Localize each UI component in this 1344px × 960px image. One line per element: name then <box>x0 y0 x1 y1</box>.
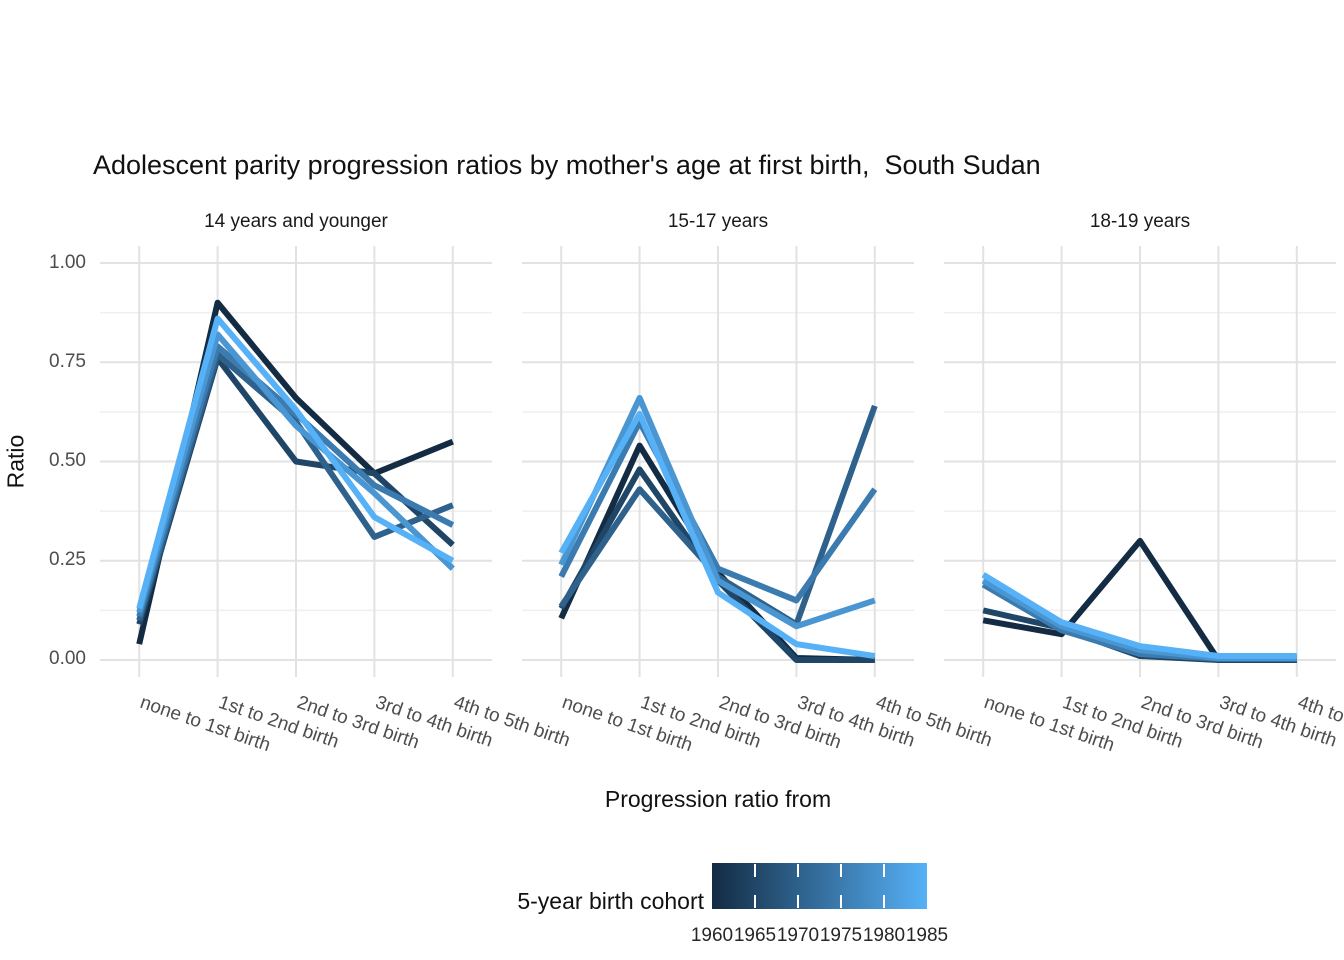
y-tick-label-100: 1.00 <box>49 252 86 273</box>
facet-label-18-19: 18-19 years <box>1089 211 1191 232</box>
legend-year-label: 1975 <box>820 925 862 946</box>
legend-year-label: 1980 <box>863 925 905 946</box>
series-line-1980 <box>136 331 455 614</box>
series-line-1985 <box>981 572 1297 660</box>
y-tick-label-025: 0.25 <box>49 549 86 570</box>
legend-year-label: 1965 <box>734 925 776 946</box>
series-line-1980 <box>558 394 876 630</box>
series-line-1985 <box>136 315 455 610</box>
series-line-1985 <box>558 410 876 659</box>
legend-title: 5-year birth cohort <box>517 888 704 914</box>
y-tick-label-050: 0.50 <box>49 450 86 471</box>
series-line-1975 <box>558 418 878 604</box>
chart-title: Adolescent parity progression ratios by … <box>93 150 1041 180</box>
facet-label-15-17: 15-17 years <box>667 211 769 232</box>
x-axis-title: Progression ratio from <box>604 786 832 812</box>
y-axis-title: Ratio <box>2 434 29 489</box>
legend-year-label: 1985 <box>906 925 948 946</box>
legend-year-label: 1960 <box>691 925 733 946</box>
legend-year-label: 1970 <box>777 925 819 946</box>
y-tick-label-075: 0.75 <box>49 351 86 372</box>
legend-gradient-bar <box>712 863 927 909</box>
facet-label-14-and-younger: 14 years and younger <box>204 211 388 232</box>
y-tick-label-0: 0.00 <box>49 648 86 669</box>
